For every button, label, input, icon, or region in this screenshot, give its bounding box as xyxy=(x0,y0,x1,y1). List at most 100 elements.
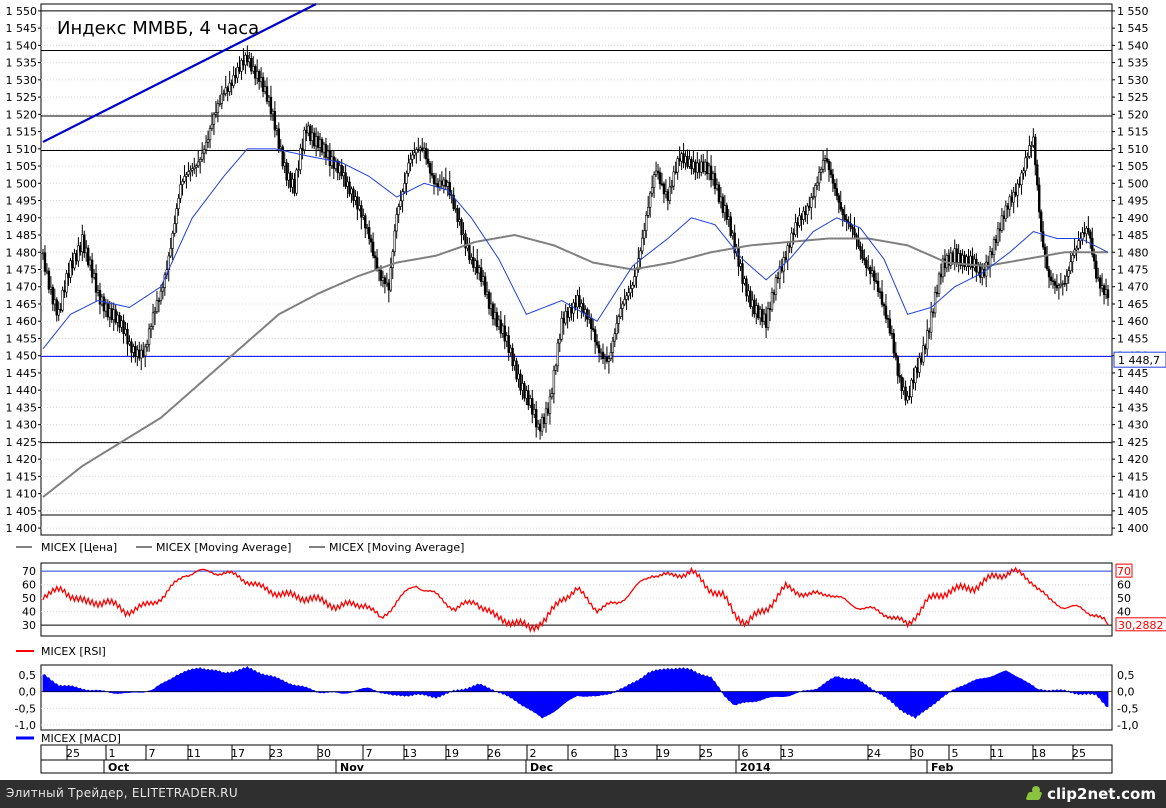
candle-body xyxy=(996,228,1000,243)
candle-body xyxy=(686,155,689,167)
candle-body xyxy=(591,328,595,331)
candle-body xyxy=(419,147,422,151)
time-axis-frame xyxy=(40,744,1113,774)
day-tick-label: 23 xyxy=(269,747,283,760)
candle-body xyxy=(1085,228,1088,235)
candle-body xyxy=(1039,211,1043,232)
candle-body xyxy=(102,296,106,312)
candle-body xyxy=(143,346,147,357)
candle-body xyxy=(47,270,51,290)
candle-body xyxy=(362,215,365,218)
candle-body xyxy=(430,172,434,176)
candle-body xyxy=(776,277,780,279)
candle-body xyxy=(745,278,748,297)
clip2net-logo: clip2net.com xyxy=(1027,784,1156,804)
candle-body xyxy=(552,369,556,394)
candle-body xyxy=(839,201,842,210)
price-tick-label-left: 1 540 xyxy=(6,39,38,52)
candle-body xyxy=(336,160,339,174)
candle-body xyxy=(248,57,251,63)
price-tick-label-right: 1 525 xyxy=(1117,91,1149,104)
candle-body xyxy=(255,71,259,79)
candle-body xyxy=(472,257,475,268)
candle-body xyxy=(458,219,461,222)
candle-body xyxy=(513,360,516,367)
macd-tick-label-right: -0,5 xyxy=(1117,702,1138,715)
candle-body xyxy=(69,260,72,278)
candle-body xyxy=(542,416,546,424)
candle-body xyxy=(277,128,280,149)
candle-body xyxy=(635,269,638,277)
candle-body xyxy=(721,196,725,213)
candle-body xyxy=(955,248,958,263)
candle-body xyxy=(314,136,318,147)
price-panel: 1 400 1 400 1 405 1 405 1 410 1 410 1 415 1 415… xyxy=(6,3,1166,536)
candle-body xyxy=(485,291,489,295)
candle-body xyxy=(540,416,544,432)
price-tick-label-right: 1 405 xyxy=(1117,505,1149,518)
candle-body xyxy=(257,71,261,83)
rsi-legend: MICEX [RSI] xyxy=(16,645,106,658)
rsi-tick-label-left: 70 xyxy=(22,565,36,578)
candle-body xyxy=(41,252,45,255)
candle-body xyxy=(784,257,787,261)
candle-body xyxy=(625,295,628,300)
legend-label: MICEX [Moving Average] xyxy=(329,541,464,554)
candle-body xyxy=(871,270,874,274)
macd-tick-label-left: 0,0 xyxy=(19,686,37,699)
candle-body xyxy=(250,57,253,72)
candle-body xyxy=(645,215,648,231)
day-tick-label: 30 xyxy=(317,747,331,760)
candle-body xyxy=(198,159,202,163)
candle-body xyxy=(792,232,795,235)
price-tick-label-right: 1 540 xyxy=(1117,39,1149,52)
candle-body xyxy=(778,266,782,279)
price-tick-label-right: 1 470 xyxy=(1117,281,1149,294)
month-label: Dec xyxy=(530,761,553,774)
candle-body xyxy=(1102,285,1106,295)
candle-body xyxy=(865,259,868,269)
candle-body xyxy=(878,291,882,293)
candle-body xyxy=(668,186,672,201)
candle-body xyxy=(927,330,931,333)
candle-body xyxy=(342,172,345,177)
candle-body xyxy=(183,176,186,182)
candle-body xyxy=(267,96,271,102)
candle-body xyxy=(1024,157,1027,172)
price-tick-label-left: 1 440 xyxy=(6,384,38,397)
candle-body xyxy=(1055,284,1059,289)
price-tick-label-right: 1 410 xyxy=(1117,488,1149,501)
candle-body xyxy=(1098,277,1102,289)
candle-body xyxy=(674,171,677,174)
candle-body xyxy=(305,129,308,134)
candle-body xyxy=(774,277,778,295)
price-tick-label-left: 1 550 xyxy=(6,5,38,18)
candle-body xyxy=(295,169,298,194)
candle-body xyxy=(479,267,483,282)
candle-body xyxy=(1000,215,1004,231)
day-tick-label: 5 xyxy=(952,747,959,760)
candle-body xyxy=(613,333,616,342)
candle-body xyxy=(405,172,408,184)
candle-body xyxy=(601,351,605,359)
candle-body xyxy=(114,309,117,323)
candle-body xyxy=(299,147,302,170)
candle-body xyxy=(804,210,807,215)
candle-body xyxy=(122,320,125,335)
price-tick-label-left: 1 525 xyxy=(6,91,38,104)
candle-body xyxy=(680,153,683,162)
rsi-last-label: 30,2882 xyxy=(1118,619,1164,632)
candle-body xyxy=(204,141,208,151)
candle-body xyxy=(908,395,911,398)
price-tick-label-right: 1 435 xyxy=(1117,401,1149,414)
candle-body xyxy=(193,166,196,169)
candle-body xyxy=(83,234,86,254)
candle-body xyxy=(252,66,255,72)
candle-body xyxy=(206,139,210,143)
candle-body xyxy=(126,329,129,345)
candle-body xyxy=(326,150,330,158)
last-price-label: 1 448,7 xyxy=(1118,354,1160,367)
candle-body xyxy=(926,330,929,350)
candle-body xyxy=(138,349,141,359)
rsi-tick-label-right: 50 xyxy=(1117,592,1131,605)
